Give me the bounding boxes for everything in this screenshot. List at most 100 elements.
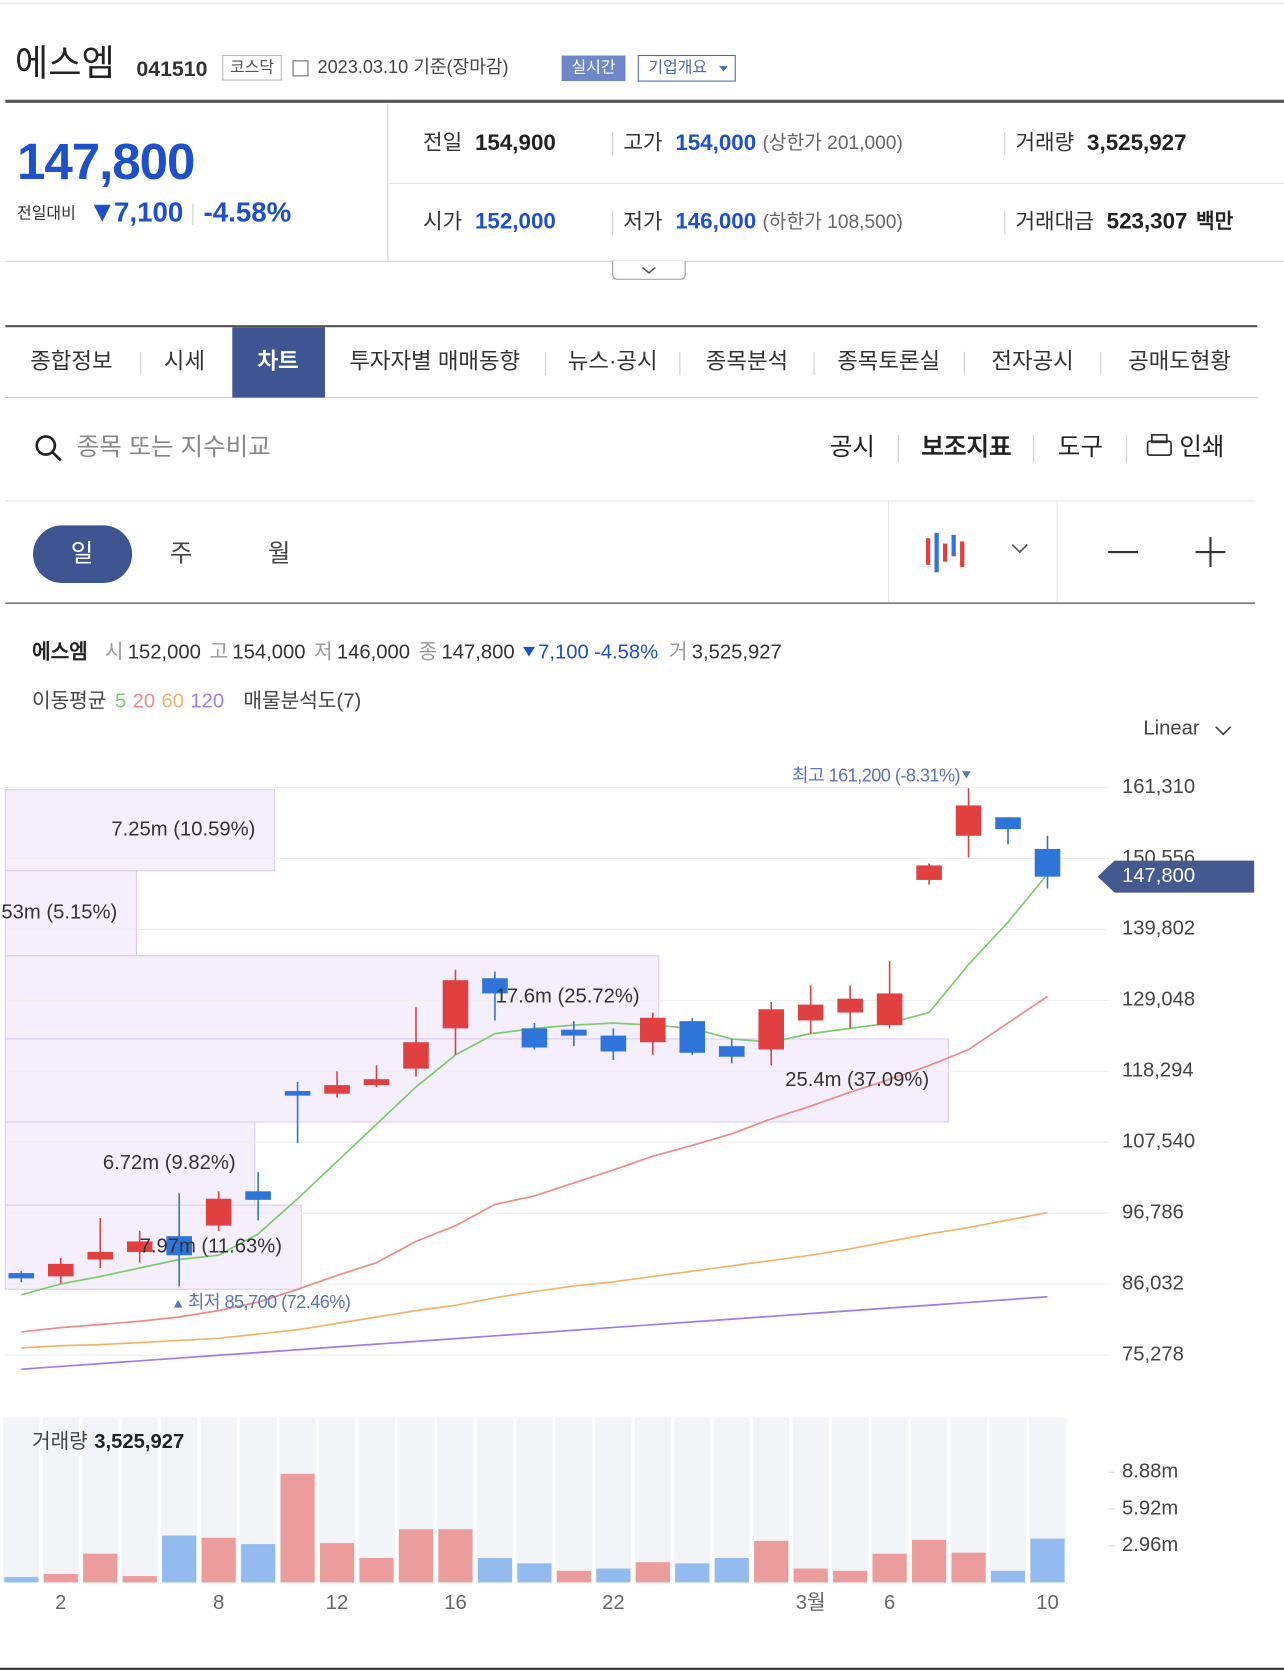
summary-label: 저 [314, 641, 333, 664]
market-label: 코스닥 [230, 59, 274, 77]
tab[interactable]: 뉴스·공시 [568, 348, 658, 373]
candle-body [284, 1091, 311, 1096]
volume-bar [438, 1529, 473, 1583]
tool-button[interactable]: 인쇄 [1179, 433, 1224, 461]
volume-bar [596, 1568, 631, 1583]
legend-entry[interactable]: 120 [190, 691, 224, 713]
current-price: 147,800 [17, 133, 194, 190]
tab[interactable]: 종합정보 [30, 348, 112, 373]
legend-entry[interactable]: 5 [115, 691, 126, 713]
search-input[interactable]: 종목 또는 지수비교 [77, 433, 271, 461]
x-tick-label: 3월 [796, 1591, 826, 1614]
volume-bar [675, 1563, 710, 1583]
volume-column-band [989, 1417, 1027, 1583]
realtime-badge[interactable] [561, 55, 626, 82]
candle-body [955, 805, 982, 836]
tab[interactable]: 시세 [164, 348, 205, 373]
chart-type-icon[interactable] [960, 541, 965, 567]
volume-bar [4, 1577, 39, 1583]
period-button[interactable]: 월 [268, 541, 291, 568]
high-annotation: 최고 161,200 (-8.31%) [792, 765, 960, 785]
candle-body [482, 978, 508, 994]
tab[interactable]: 차트 [258, 348, 299, 373]
company-label[interactable]: 기업개요 [648, 59, 707, 77]
chart-type-icon[interactable] [934, 532, 939, 573]
y-tick-label: 86,032 [1122, 1272, 1184, 1294]
stat-limit: (하한가 108,500) [763, 211, 903, 233]
chart-type-icon[interactable] [943, 543, 948, 562]
calendar-icon [292, 60, 309, 77]
stat-value: 523,307 [1107, 209, 1188, 234]
candle-body [916, 865, 942, 880]
tab[interactable]: 종목토론실 [837, 348, 940, 373]
expand-toggle[interactable] [612, 261, 686, 280]
print-icon [1146, 440, 1172, 456]
tab[interactable]: 전자공시 [991, 348, 1073, 373]
volume-bar [201, 1537, 236, 1583]
volume-profile-box [4, 955, 660, 1040]
tool-button[interactable]: 공시 [830, 434, 875, 461]
volume-bar [833, 1570, 868, 1583]
high-marker [962, 771, 971, 779]
y-tick-label: 118,294 [1122, 1060, 1194, 1082]
y-tick-label: 161,310 [1122, 776, 1195, 798]
volume-profile-label: 3.53m (5.15%) [0, 902, 117, 924]
volume-bar [398, 1529, 434, 1583]
chart-type-icon[interactable] [925, 538, 931, 565]
period-button[interactable]: 주 [170, 541, 193, 568]
chart-type-icon[interactable] [951, 535, 956, 557]
volume-bar [556, 1570, 591, 1583]
tab[interactable]: 투자자별 매매동향 [349, 348, 520, 373]
indicator-label: 이동평균 [32, 690, 106, 713]
period-pill [33, 525, 133, 583]
volume-profile-label: 17.6m (25.72%) [496, 986, 640, 1008]
stat-label: 저가 [623, 209, 662, 233]
print-icon [1151, 433, 1168, 444]
tool-button[interactable]: 도구 [1058, 434, 1103, 461]
x-tick-label: 12 [326, 1592, 349, 1614]
tool-button[interactable]: 보조지표 [921, 433, 1011, 461]
tab[interactable]: 종목분석 [706, 348, 788, 373]
candle-body [166, 1236, 192, 1256]
volume-bar [162, 1535, 197, 1583]
last-price-tag [1097, 860, 1255, 893]
stat-label: 고가 [623, 131, 662, 155]
active-tab [232, 327, 325, 398]
legend-entry[interactable]: 20 [133, 691, 156, 713]
candle-body [600, 1035, 627, 1052]
tab[interactable]: 공매도현황 [1128, 348, 1231, 373]
volume-column-band [476, 1417, 514, 1583]
volume-profile-label: 7.25m (10.59%) [111, 818, 255, 840]
volume-column-band [792, 1417, 829, 1583]
realtime-label[interactable]: 실시간 [571, 59, 615, 77]
down-triangle [93, 204, 111, 222]
volume-bar [280, 1473, 315, 1583]
scale-select[interactable]: Linear [1143, 717, 1200, 739]
candle-body [245, 1191, 271, 1200]
y-tick-label: 96,786 [1122, 1201, 1184, 1223]
summary-change-percent: -4.58% [594, 642, 658, 664]
stat-label: 시가 [423, 209, 462, 233]
volume-profile-label: 7.97m (11.63%) [140, 1236, 282, 1258]
market-badge [222, 54, 282, 81]
volume-bar [714, 1557, 749, 1583]
volume-bar [83, 1553, 118, 1583]
candle-body [87, 1251, 114, 1260]
volume-column-band [713, 1417, 750, 1583]
legend-entry[interactable]: 60 [162, 691, 185, 713]
volume-bar [359, 1557, 394, 1583]
summary-value: 3,525,927 [692, 642, 782, 664]
volume-bar [477, 1557, 512, 1583]
low-annotation: 최저 85,700 (72.46%) [188, 1292, 351, 1312]
stock-name: 에스엠 [15, 43, 115, 84]
volume-profile-box [4, 1038, 949, 1123]
summary-value: 152,000 [128, 642, 201, 664]
period-button[interactable]: 일 [71, 541, 94, 568]
summary-label: 종 [419, 642, 438, 664]
indicator-label[interactable]: 매물분석도(7) [243, 690, 361, 713]
volume-column-band [42, 1417, 79, 1583]
volume-bar [517, 1563, 552, 1583]
summary-label: 시 [105, 642, 124, 664]
company-button[interactable] [637, 54, 736, 82]
